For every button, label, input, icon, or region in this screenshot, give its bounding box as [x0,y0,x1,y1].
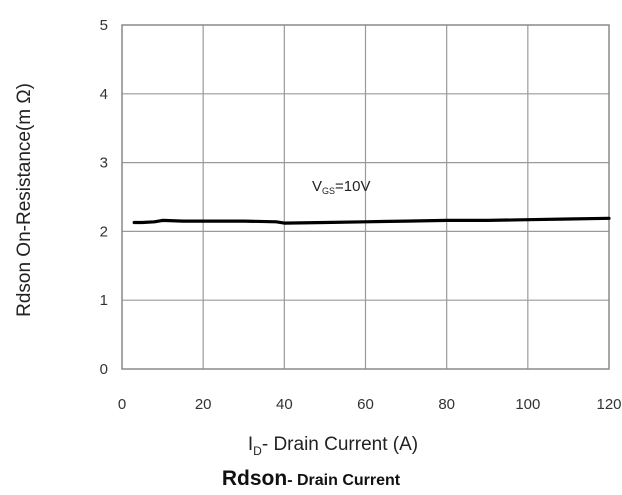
y-tick-label: 1 [100,292,108,309]
vgs-annotation: VGS=10V [312,178,370,196]
x-tick-label: 100 [515,396,540,413]
series-line [132,216,611,225]
x-axis-label: ID- Drain Current (A) [248,434,418,458]
y-tick-label: 2 [100,223,108,240]
x-tick-label: 40 [276,396,293,413]
vgs-annotation-symbol: V [312,178,322,195]
y-tick-label: 5 [100,17,108,34]
x-tick-label: 0 [118,396,126,413]
vgs-annotation-value: =10V [335,178,370,195]
chart-title: Rdson- Drain Current [222,467,401,490]
x-axis-label-symbol: I [248,434,253,455]
x-tick-label: 20 [195,396,212,413]
y-tick-label: 3 [100,155,108,172]
x-tick-label: 120 [596,396,621,413]
y-axis-label: Rdson On-Resistance(m Ω) [14,83,35,317]
chart-title-main: Rdson [222,467,287,490]
vgs-annotation-subscript: GS [322,186,335,196]
x-axis-label-text: - Drain Current (A) [262,434,418,455]
x-tick-label: 60 [357,396,374,413]
y-tick-label: 4 [100,86,108,103]
x-tick-label: 80 [438,396,455,413]
x-axis-label-subscript: D [253,444,262,458]
y-tick-label: 0 [100,361,108,378]
chart-title-rest: - Drain Current [287,472,401,489]
plot-area-frame [121,24,610,370]
